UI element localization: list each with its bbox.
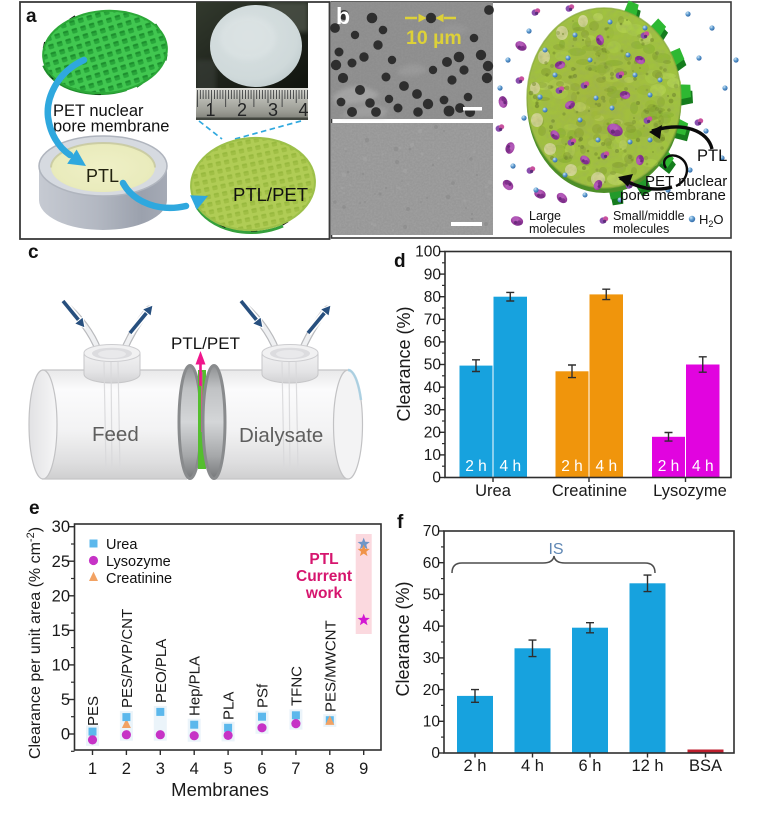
svg-text:Hep/PLA: Hep/PLA [187, 656, 204, 716]
svg-text:molecules: molecules [529, 222, 585, 236]
svg-text:9: 9 [359, 760, 368, 778]
svg-text:5: 5 [61, 691, 70, 709]
svg-text:60: 60 [423, 555, 441, 572]
svg-text:10: 10 [423, 714, 441, 731]
svg-text:b: b [336, 3, 350, 29]
svg-text:8: 8 [325, 760, 334, 778]
svg-text:90: 90 [424, 266, 442, 283]
svg-text:30: 30 [424, 402, 442, 419]
svg-text:25: 25 [52, 553, 70, 571]
svg-text:20: 20 [423, 682, 441, 699]
svg-text:15: 15 [52, 622, 70, 640]
svg-text:50: 50 [424, 357, 442, 374]
svg-text:Creatinine: Creatinine [106, 571, 172, 587]
svg-text:2 h: 2 h [464, 757, 487, 775]
svg-text:f: f [397, 512, 404, 533]
svg-text:10: 10 [424, 447, 442, 464]
svg-text:H2O: H2O [699, 212, 724, 229]
svg-text:6 h: 6 h [579, 757, 602, 775]
svg-text:Membranes: Membranes [171, 779, 269, 800]
svg-text:d: d [394, 251, 406, 272]
svg-text:70: 70 [424, 312, 442, 329]
svg-text:7: 7 [291, 760, 300, 778]
svg-text:3: 3 [156, 760, 165, 778]
svg-text:80: 80 [424, 289, 442, 306]
svg-text:Clearance (%): Clearance (%) [394, 306, 414, 421]
svg-text:4: 4 [298, 100, 308, 120]
svg-text:a: a [26, 6, 37, 27]
svg-text:40: 40 [423, 618, 441, 635]
svg-text:30: 30 [423, 650, 441, 667]
svg-text:BSA: BSA [689, 757, 722, 775]
svg-text:4 h: 4 h [521, 757, 544, 775]
svg-text:0: 0 [61, 726, 70, 744]
svg-text:3: 3 [268, 100, 278, 120]
svg-text:2 h: 2 h [465, 458, 487, 475]
svg-text:IS: IS [548, 541, 563, 558]
svg-text:10: 10 [52, 656, 70, 674]
svg-text:0: 0 [432, 470, 441, 487]
svg-text:PTL: PTL [697, 147, 727, 165]
svg-text:PES/MWCNT: PES/MWCNT [322, 620, 339, 712]
svg-text:Dialysate: Dialysate [239, 424, 323, 447]
svg-text:PET nuclear: PET nuclear [53, 102, 144, 120]
svg-text:2: 2 [122, 760, 131, 778]
svg-text:0: 0 [431, 745, 440, 762]
svg-text:PTL: PTL [309, 551, 338, 568]
svg-text:20: 20 [52, 587, 70, 605]
svg-text:Lysozyme: Lysozyme [106, 554, 171, 570]
svg-text:100: 100 [415, 244, 441, 261]
svg-text:work: work [305, 585, 343, 602]
svg-text:4 h: 4 h [596, 458, 618, 475]
svg-text:30: 30 [52, 518, 70, 536]
svg-text:2: 2 [237, 100, 247, 120]
svg-text:pore membrane: pore membrane [53, 118, 169, 136]
svg-text:c: c [28, 242, 39, 263]
svg-text:1: 1 [205, 100, 215, 120]
svg-text:PET nuclear: PET nuclear [645, 173, 727, 190]
svg-text:Large: Large [529, 209, 561, 223]
svg-text:Lysozyme: Lysozyme [653, 482, 727, 500]
svg-text:Clearance per unit area (% cm-: Clearance per unit area (% cm-2) [25, 527, 44, 759]
svg-text:4 h: 4 h [692, 458, 714, 475]
svg-text:pore membrane: pore membrane [620, 187, 726, 204]
svg-text:12 h: 12 h [631, 757, 663, 775]
svg-text:PLA: PLA [221, 692, 238, 720]
svg-text:Urea: Urea [106, 537, 138, 553]
svg-text:PTL/PET: PTL/PET [171, 334, 240, 353]
svg-text:Current: Current [296, 568, 352, 585]
svg-text:e: e [29, 498, 40, 519]
svg-text:Clearance (%): Clearance (%) [393, 581, 413, 696]
svg-text:50: 50 [423, 587, 441, 604]
svg-text:PTL: PTL [86, 166, 119, 186]
svg-text:60: 60 [424, 334, 442, 351]
svg-text:40: 40 [424, 379, 442, 396]
svg-text:4 h: 4 h [500, 458, 522, 475]
svg-text:PEO/PLA: PEO/PLA [153, 639, 170, 703]
svg-text:Urea: Urea [475, 482, 512, 500]
svg-text:20: 20 [424, 425, 442, 442]
svg-text:4: 4 [190, 760, 199, 778]
svg-text:1: 1 [88, 760, 97, 778]
svg-text:PES/PVP/CNT: PES/PVP/CNT [119, 609, 136, 708]
svg-text:70: 70 [423, 523, 441, 540]
svg-text:PES: PES [85, 696, 102, 726]
svg-text:molecules: molecules [613, 222, 669, 236]
svg-text:2 h: 2 h [561, 458, 583, 475]
svg-text:PSf: PSf [255, 683, 272, 708]
svg-text:TFNC: TFNC [288, 666, 305, 706]
svg-text:PTL/PET: PTL/PET [233, 184, 308, 205]
svg-text:Feed: Feed [92, 423, 139, 446]
svg-text:Creatinine: Creatinine [552, 482, 627, 500]
svg-text:Small/middle: Small/middle [613, 209, 685, 223]
svg-text:2 h: 2 h [658, 458, 680, 475]
svg-text:5: 5 [224, 760, 233, 778]
svg-text:6: 6 [257, 760, 266, 778]
svg-text:10 µm: 10 µm [406, 27, 462, 49]
